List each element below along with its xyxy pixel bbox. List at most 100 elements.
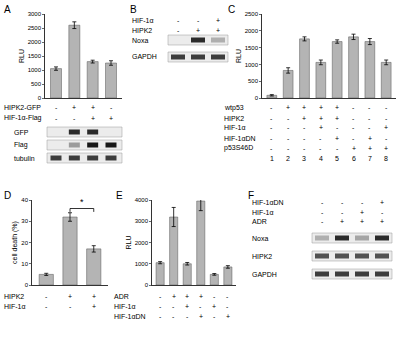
svg-text:0: 0 (255, 95, 259, 101)
svg-text:6: 6 (352, 155, 356, 162)
svg-text:RLU: RLU (18, 49, 25, 63)
svg-text:-: - (226, 303, 229, 310)
svg-text:+: + (212, 303, 216, 310)
svg-text:+: + (319, 104, 323, 111)
svg-text:+: + (335, 104, 339, 111)
svg-text:10: 10 (21, 261, 28, 267)
svg-text:+: + (302, 104, 306, 111)
svg-text:+: + (335, 135, 339, 142)
svg-text:C: C (228, 4, 235, 15)
svg-text:-: - (287, 145, 290, 152)
svg-text:Noxa: Noxa (132, 37, 148, 44)
svg-text:3000: 3000 (135, 218, 149, 224)
svg-text:-: - (172, 313, 175, 320)
svg-text:-: - (177, 17, 180, 24)
svg-text:7: 7 (368, 155, 372, 162)
svg-text:-: - (270, 115, 273, 122)
svg-text:-: - (45, 293, 48, 300)
svg-text:-: - (213, 313, 216, 320)
svg-text:E: E (116, 190, 123, 201)
svg-text:+: + (68, 293, 72, 300)
svg-text:GFP: GFP (14, 129, 29, 136)
svg-text:HIF-1αDN: HIF-1αDN (224, 135, 256, 142)
svg-text:-: - (110, 104, 113, 111)
svg-text:2000: 2000 (135, 240, 149, 246)
svg-text:+: + (72, 104, 76, 111)
svg-text:-: - (368, 104, 371, 111)
svg-text:tubulin: tubulin (14, 155, 35, 162)
svg-text:-: - (45, 303, 48, 310)
svg-text:*: * (80, 197, 84, 207)
svg-text:2: 2 (286, 155, 290, 162)
svg-text:-: - (352, 115, 355, 122)
svg-text:2500: 2500 (245, 11, 259, 17)
svg-text:-: - (352, 104, 355, 111)
svg-text:30: 30 (21, 218, 28, 224)
svg-text:1500: 1500 (245, 45, 259, 51)
svg-text:-: - (172, 303, 175, 310)
svg-text:-: - (321, 199, 324, 206)
svg-text:-: - (287, 115, 290, 122)
svg-text:F: F (248, 190, 254, 201)
svg-text:+: + (199, 293, 203, 300)
svg-text:+: + (196, 27, 200, 34)
svg-text:GAPDH: GAPDH (132, 53, 157, 60)
svg-text:3000: 3000 (28, 11, 42, 17)
svg-text:3: 3 (302, 155, 306, 162)
svg-text:+: + (368, 145, 372, 152)
svg-text:HIPK2: HIPK2 (4, 293, 24, 300)
svg-text:HIF-1αDN: HIF-1αDN (252, 199, 284, 206)
svg-text:-: - (270, 145, 273, 152)
svg-text:+: + (109, 115, 113, 122)
svg-text:HIPK2: HIPK2 (224, 115, 244, 122)
svg-text:-: - (159, 303, 162, 310)
svg-text:-: - (199, 303, 202, 310)
svg-text:HIPK2: HIPK2 (132, 27, 152, 34)
svg-text:B: B (130, 4, 137, 15)
svg-text:+: + (360, 218, 364, 225)
svg-text:+: + (380, 218, 384, 225)
svg-text:1500: 1500 (28, 53, 42, 59)
svg-text:-: - (197, 17, 200, 24)
svg-text:HIF-1αDN: HIF-1αDN (114, 313, 146, 320)
svg-text:HIPK2: HIPK2 (252, 253, 272, 260)
svg-text:D: D (4, 190, 11, 201)
svg-text:0: 0 (38, 95, 42, 101)
svg-text:-: - (319, 145, 322, 152)
svg-text:5: 5 (335, 155, 339, 162)
svg-text:-: - (352, 135, 355, 142)
svg-text:0: 0 (25, 282, 29, 288)
svg-text:-: - (303, 145, 306, 152)
svg-text:HIF-1α: HIF-1α (132, 17, 154, 24)
svg-text:+: + (360, 209, 364, 216)
svg-text:+: + (226, 313, 230, 320)
svg-text:Flag: Flag (14, 141, 28, 149)
svg-text:-: - (368, 124, 371, 131)
svg-text:-: - (303, 124, 306, 131)
svg-text:1000: 1000 (135, 261, 149, 267)
svg-text:-: - (336, 145, 339, 152)
svg-text:-: - (270, 124, 273, 131)
svg-text:+: + (92, 303, 96, 310)
svg-text:-: - (69, 303, 72, 310)
svg-text:+: + (91, 104, 95, 111)
svg-text:2000: 2000 (245, 28, 259, 34)
svg-text:-: - (73, 115, 76, 122)
svg-text:+: + (340, 218, 344, 225)
svg-text:GAPDH: GAPDH (252, 271, 277, 278)
svg-text:+: + (335, 115, 339, 122)
svg-text:+: + (92, 293, 96, 300)
svg-text:-: - (213, 293, 216, 300)
svg-text:+: + (352, 145, 356, 152)
svg-text:cell death (%): cell death (%) (11, 221, 19, 264)
svg-text:HIF-1α: HIF-1α (252, 209, 274, 216)
svg-text:+: + (216, 17, 220, 24)
svg-text:-: - (186, 313, 189, 320)
svg-text:1: 1 (270, 155, 274, 162)
svg-text:ADR: ADR (252, 218, 267, 225)
svg-text:-: - (226, 293, 229, 300)
svg-text:0: 0 (145, 282, 149, 288)
svg-text:-: - (270, 135, 273, 142)
svg-text:ADR: ADR (114, 293, 129, 300)
svg-text:RLU: RLU (125, 235, 132, 249)
